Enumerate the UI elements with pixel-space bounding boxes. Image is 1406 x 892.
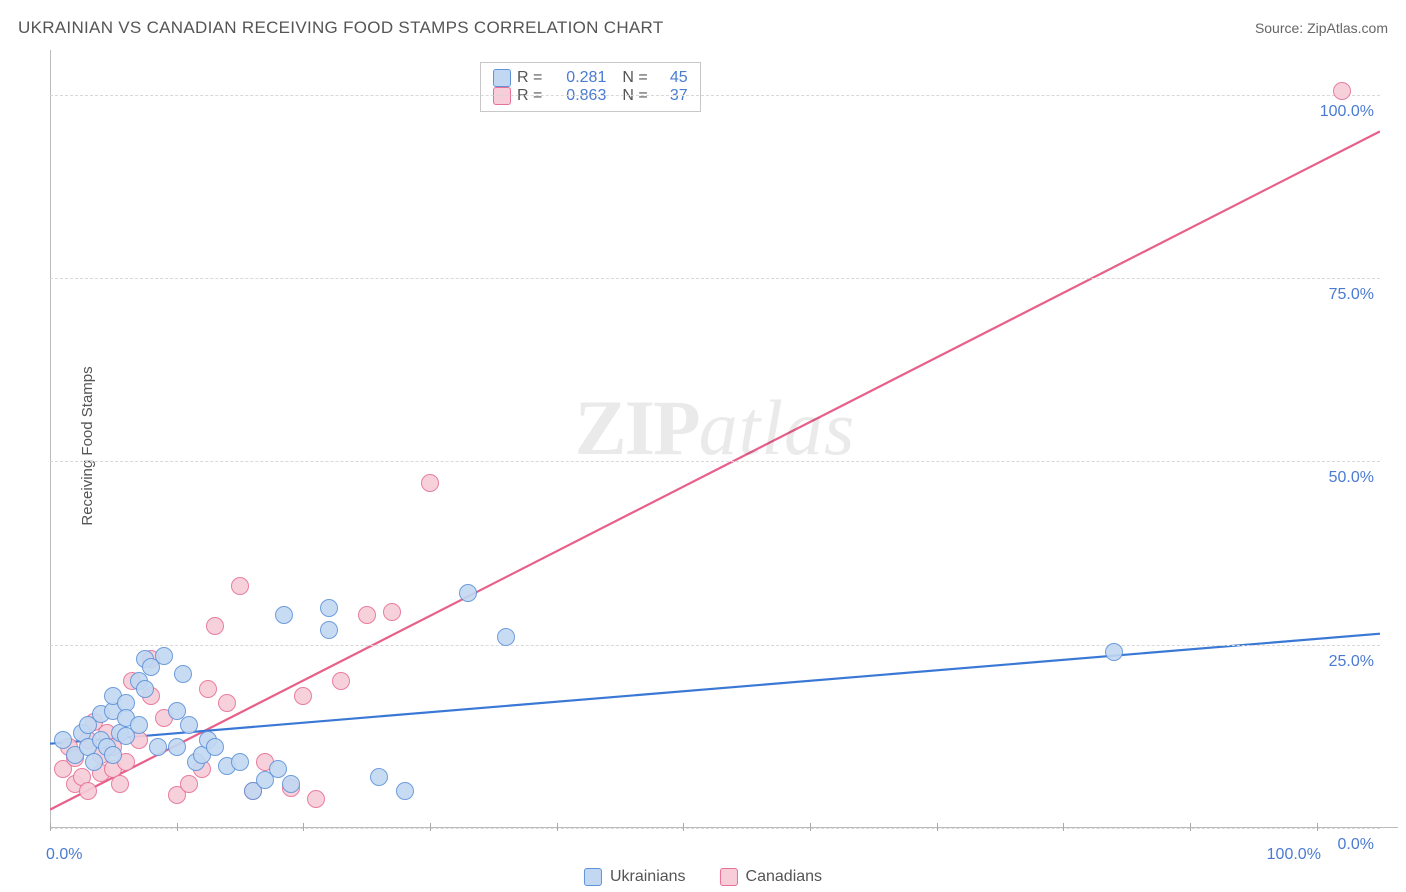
x-tick (177, 823, 178, 831)
canadians-data-point (307, 790, 325, 808)
n-label: N = (622, 69, 647, 87)
ukrainians-data-point (275, 606, 293, 624)
ukrainians-data-point (136, 680, 154, 698)
grid-line (50, 461, 1380, 462)
r-label: R = (517, 69, 542, 87)
x-tick (1063, 823, 1064, 831)
ukrainians-data-point (168, 738, 186, 756)
ukrainians-data-point (168, 702, 186, 720)
canadians-data-point (111, 775, 129, 793)
ukrainians-data-point (1105, 643, 1123, 661)
ukrainians-data-point (104, 746, 122, 764)
canadians-data-point (231, 577, 249, 595)
y-tick-label: 100.0% (1320, 103, 1374, 121)
legend-label: Ukrainians (610, 868, 686, 886)
x-tick (1317, 823, 1318, 831)
grid-line (50, 828, 1380, 829)
canadians-data-point (79, 782, 97, 800)
canadians-data-point (180, 775, 198, 793)
canadians-trend-line (50, 131, 1380, 809)
canadians-data-point (332, 672, 350, 690)
r-value: 0.281 (548, 69, 606, 87)
canadians-data-point (199, 680, 217, 698)
y-tick-label: 50.0% (1329, 469, 1374, 487)
legend-label: Canadians (746, 868, 823, 886)
source-attribution: Source: ZipAtlas.com (1255, 20, 1388, 36)
x-tick (557, 823, 558, 831)
ukrainians-data-point (206, 738, 224, 756)
legend-row-ukrainians: R = 0.281 N = 45 (493, 69, 688, 87)
x-tick (937, 823, 938, 831)
grid-line (50, 645, 1380, 646)
legend-item-ukrainians: Ukrainians (584, 868, 686, 886)
canadians-data-point (421, 474, 439, 492)
source-name: ZipAtlas.com (1307, 20, 1388, 36)
ukrainians-data-point (282, 775, 300, 793)
y-tick-label: 25.0% (1329, 653, 1374, 671)
ukrainians-data-point (497, 628, 515, 646)
ukrainians-swatch-icon (584, 868, 602, 886)
grid-line (50, 278, 1380, 279)
ukrainians-data-point (231, 753, 249, 771)
canadians-data-point (1333, 82, 1351, 100)
correlation-legend-box: R = 0.281 N = 45 R = 0.863 N = 37 (480, 62, 701, 112)
x-tick (303, 823, 304, 831)
x-tick (430, 823, 431, 831)
ukrainians-data-point (370, 768, 388, 786)
n-value: 37 (654, 87, 688, 105)
n-label: N = (622, 87, 647, 105)
chart-title: UKRAINIAN VS CANADIAN RECEIVING FOOD STA… (18, 18, 664, 38)
legend-row-canadians: R = 0.863 N = 37 (493, 87, 688, 105)
canadians-data-point (294, 687, 312, 705)
legend-item-canadians: Canadians (720, 868, 823, 886)
ukrainians-data-point (459, 584, 477, 602)
canadians-data-point (206, 617, 224, 635)
y-tick-label: 0.0% (1338, 836, 1374, 854)
ukrainians-data-point (155, 647, 173, 665)
r-label: R = (517, 87, 542, 105)
ukrainians-data-point (149, 738, 167, 756)
canadians-swatch (493, 87, 511, 105)
grid-line (50, 95, 1380, 96)
canadians-data-point (383, 603, 401, 621)
ukrainians-data-point (85, 753, 103, 771)
x-tick (1190, 823, 1191, 831)
n-value: 45 (654, 69, 688, 87)
r-value: 0.863 (548, 87, 606, 105)
trend-lines-layer (50, 58, 1380, 828)
ukrainians-trend-line (50, 634, 1380, 744)
y-tick-label: 75.0% (1329, 286, 1374, 304)
x-tick (810, 823, 811, 831)
x-tick-label: 0.0% (46, 846, 82, 864)
x-tick-label: 100.0% (1267, 846, 1321, 864)
source-prefix: Source: (1255, 20, 1307, 36)
canadians-data-point (218, 694, 236, 712)
ukrainians-data-point (54, 731, 72, 749)
x-tick (683, 823, 684, 831)
series-legend: Ukrainians Canadians (584, 868, 822, 886)
x-tick (50, 823, 51, 831)
ukrainians-data-point (130, 716, 148, 734)
ukrainians-data-point (180, 716, 198, 734)
ukrainians-swatch (493, 69, 511, 87)
canadians-swatch-icon (720, 868, 738, 886)
ukrainians-data-point (396, 782, 414, 800)
ukrainians-data-point (320, 621, 338, 639)
ukrainians-data-point (174, 665, 192, 683)
ukrainians-data-point (269, 760, 287, 778)
canadians-data-point (358, 606, 376, 624)
ukrainians-data-point (320, 599, 338, 617)
chart-plot-area: ZIPatlas R =0.281N =45R =0.863N =37 0.0%… (50, 58, 1380, 828)
